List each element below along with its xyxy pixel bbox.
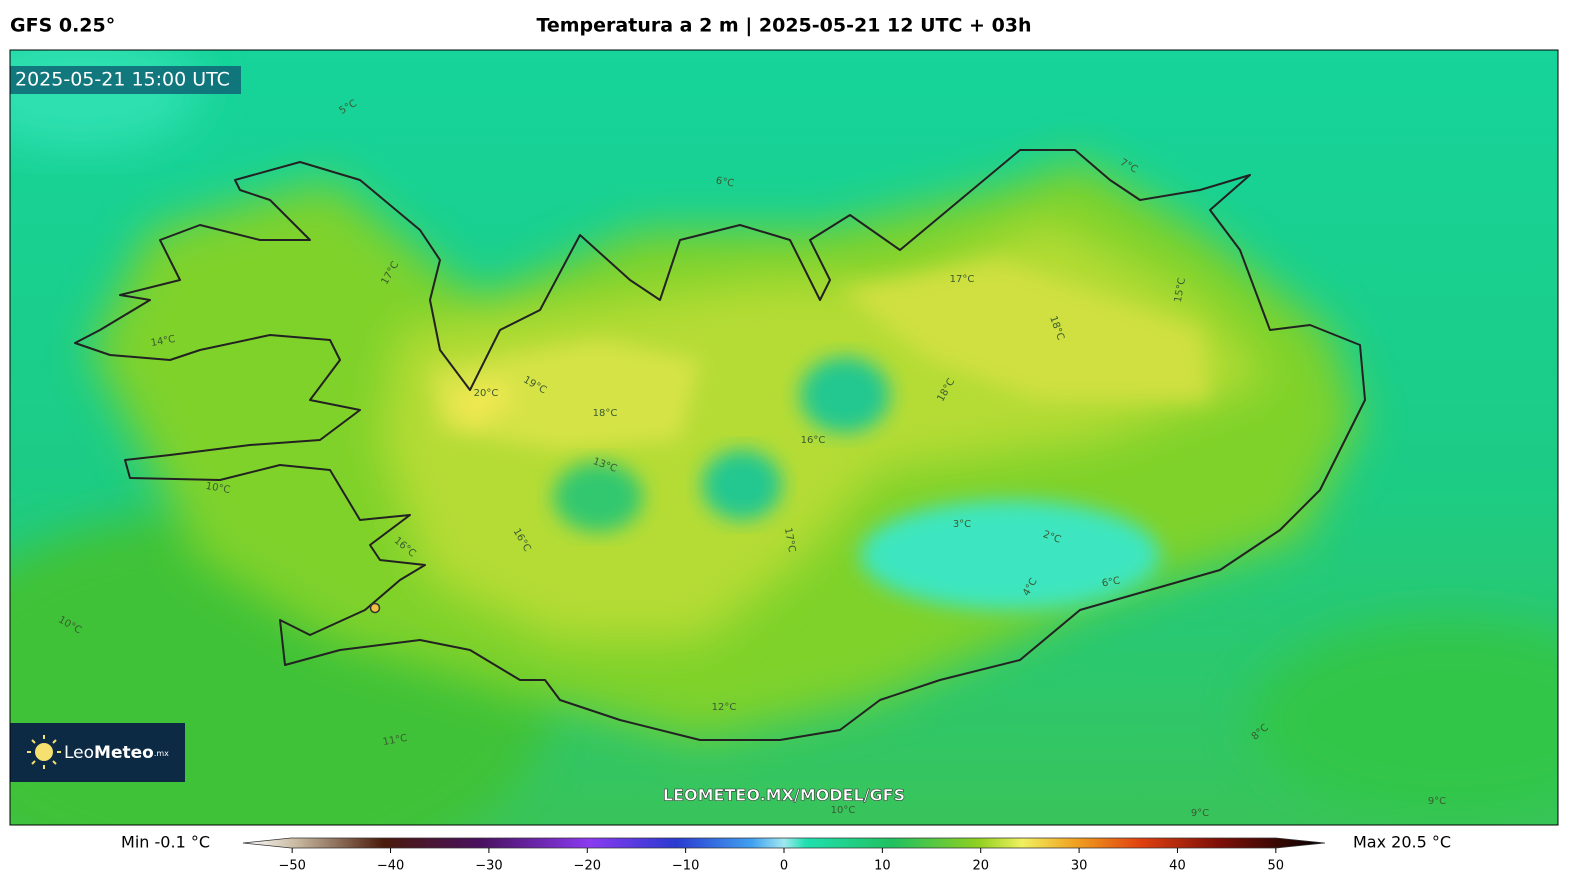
map: 20°C 19°C18°C17°C18°C16°C13°C16°C 17°C3°C2… xyxy=(10,50,1558,825)
contour-label: 10°C xyxy=(205,481,231,496)
contour-label: 6°C xyxy=(1101,575,1121,589)
contour-label: 9°C xyxy=(1428,796,1446,807)
contour-label: 3°C xyxy=(953,519,971,530)
valid-time: 2025-05-21 15:00 UTC xyxy=(15,69,230,91)
contour-label: 6°C xyxy=(715,175,735,189)
contour-label: 18°C xyxy=(593,408,618,419)
glacier xyxy=(702,450,782,520)
watermark: LEOMETEO.MX/MODEL/GFS xyxy=(663,786,905,805)
contour-label: 17°C xyxy=(950,274,975,285)
colorbar-tick-label: 30 xyxy=(1071,859,1088,874)
colorbar-tick-label: −10 xyxy=(672,859,699,874)
land-hottest xyxy=(840,260,1210,400)
map-title: Temperatura a 2 m | 2025-05-21 12 UTC + … xyxy=(536,15,1031,37)
glacier xyxy=(553,462,643,532)
contour-label: 12°C xyxy=(712,702,737,713)
contour-label: 20°C xyxy=(474,388,499,399)
logo-leo: Leo xyxy=(64,743,94,763)
land-hottest xyxy=(430,340,700,450)
colorbar-tick-label: 20 xyxy=(972,859,989,874)
land-peak xyxy=(445,380,515,430)
min-label: Min -0.1 °C xyxy=(121,833,210,852)
logo-tld: .mx xyxy=(154,749,169,758)
colorbar-tick-label: 10 xyxy=(874,859,891,874)
contour-label: 11°C xyxy=(382,733,408,748)
glacier xyxy=(800,357,890,433)
coastline xyxy=(74,149,1366,741)
colorbar-tick-label: −30 xyxy=(475,859,502,874)
map-frame xyxy=(9,49,1559,826)
colorbar-tick-label: −20 xyxy=(574,859,601,874)
logo-meteo: Meteo xyxy=(94,743,154,763)
max-label: Max 20.5 °C xyxy=(1353,833,1451,852)
contour-label: 16°C xyxy=(801,435,826,446)
colorbar-tick-label: −40 xyxy=(377,859,404,874)
model-name: GFS 0.25° xyxy=(10,15,115,37)
logo-sun xyxy=(35,743,53,761)
colorbar-tick-label: 0 xyxy=(780,859,788,874)
colorbar xyxy=(242,837,1326,849)
contour-label: 10°C xyxy=(831,805,856,816)
glacier xyxy=(860,500,1160,610)
colorbar-tick-label: 40 xyxy=(1169,859,1186,874)
contour-label: 14°C xyxy=(150,334,176,349)
colorbar-tick-label: −50 xyxy=(278,859,305,874)
contour-label: 9°C xyxy=(1191,808,1209,819)
city-marker xyxy=(369,602,381,614)
contour-label: 17°C xyxy=(782,527,797,553)
colorbar-ticks: −50 −40 −30 −20 −10 0 10 20 30 40 50 xyxy=(278,848,1284,874)
logo-text: LeoMeteo.mx xyxy=(64,743,169,763)
logo-rays xyxy=(27,735,61,769)
colorbar-tick-label: 50 xyxy=(1268,859,1285,874)
time-badge xyxy=(10,66,241,94)
contour-label: 15°C xyxy=(1173,277,1188,303)
warm-sea xyxy=(1250,620,1558,820)
